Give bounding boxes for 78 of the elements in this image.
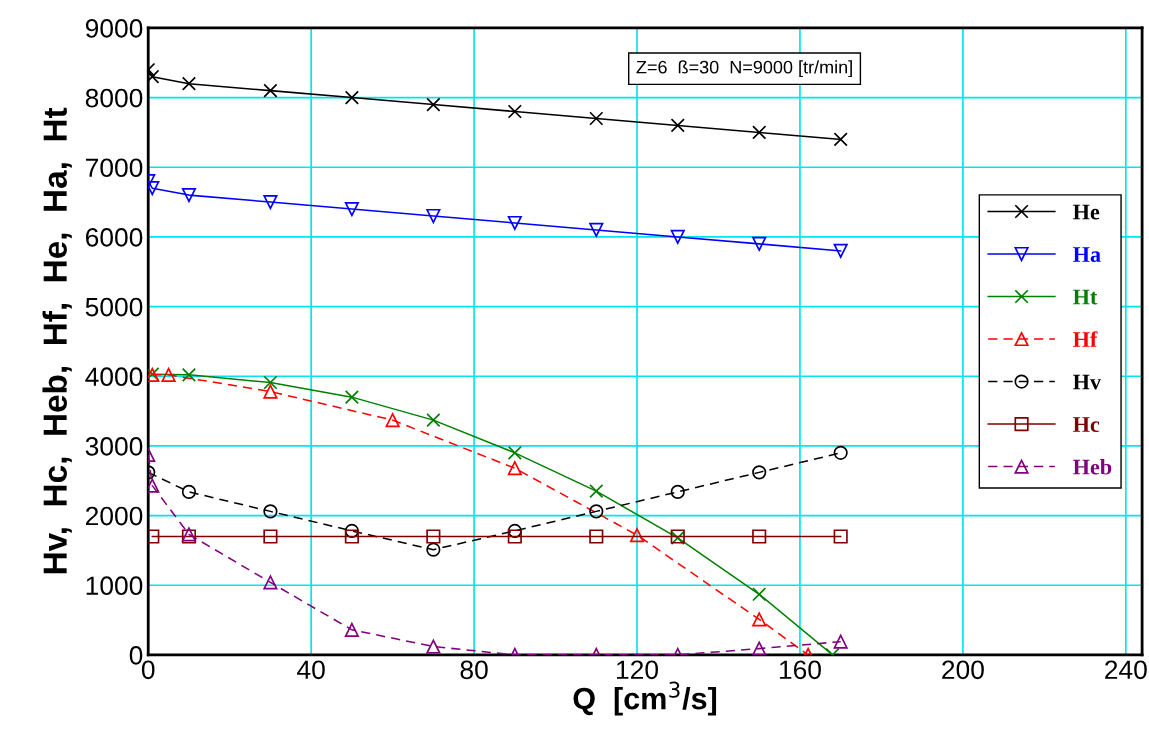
point (629, 527, 645, 543)
legend-label: Ha (1073, 247, 1101, 263)
y-tick-label: 4000 (85, 367, 143, 387)
point (344, 90, 359, 105)
point (833, 132, 848, 147)
y-tick-label: 7000 (86, 158, 143, 178)
y-axis-title: Hv, Hc, Heb, Hf, He, Ha, Ht (42, 107, 72, 574)
point (344, 390, 359, 405)
point (833, 243, 848, 258)
point (833, 445, 848, 460)
point (507, 461, 522, 476)
point (263, 194, 278, 210)
x-tick-label: 240 (1105, 660, 1147, 680)
point (181, 76, 197, 91)
y-tick-label: 2000 (85, 506, 143, 526)
point (385, 413, 400, 428)
y-tick-label: 8000 (85, 88, 143, 108)
point (589, 484, 604, 499)
point (426, 542, 441, 557)
point (426, 413, 441, 428)
point (752, 641, 767, 655)
point (507, 215, 522, 231)
legend-label: Hc (1073, 417, 1100, 433)
point (263, 83, 278, 98)
point (426, 97, 441, 112)
legend-label: Hf (1073, 331, 1098, 347)
x-tick-label: 80 (460, 660, 488, 680)
point (752, 465, 767, 480)
point (263, 504, 278, 519)
point (833, 634, 848, 649)
point (752, 587, 767, 602)
point (752, 236, 767, 251)
x-tick-label: 40 (297, 660, 325, 680)
point (263, 384, 278, 399)
point (426, 639, 441, 654)
x-tick-label: 120 (617, 660, 658, 680)
x-tick-label: 200 (942, 660, 984, 680)
legend-label: Heb (1073, 458, 1112, 475)
point (589, 529, 604, 544)
point (426, 208, 441, 224)
point (426, 529, 441, 544)
point (752, 612, 767, 627)
point (263, 529, 278, 544)
point (589, 504, 604, 519)
y-tick-label: 1000 (86, 576, 143, 596)
point (263, 575, 278, 590)
point (507, 529, 522, 544)
legend-label: He (1073, 204, 1100, 220)
point (670, 484, 685, 499)
legend-label: Ht (1073, 289, 1098, 305)
point (833, 529, 848, 544)
point (752, 529, 767, 544)
point (589, 111, 604, 126)
point (181, 188, 197, 203)
point (344, 622, 359, 637)
point (161, 367, 176, 382)
y-tick-label: 0 (129, 646, 143, 665)
y-tick-label: 5000 (85, 297, 143, 317)
point (507, 523, 522, 538)
point (589, 222, 604, 238)
point (263, 375, 278, 390)
legend-label: Hv (1073, 374, 1102, 390)
x-tick-label: 160 (779, 660, 821, 680)
point (752, 125, 767, 140)
y-tick-label: 9000 (85, 19, 143, 38)
point (344, 201, 359, 217)
annotation: Z=6 ß=30 N=9000 [tr/min] (636, 60, 852, 78)
y-tick-label: 3000 (85, 437, 143, 456)
point (670, 229, 685, 245)
point (344, 529, 359, 544)
y-tick-label: 6000 (86, 228, 143, 247)
point (344, 523, 359, 538)
x-axis-title: Q [cm$^{3}$/s] (573, 681, 717, 716)
point (181, 367, 197, 382)
point (507, 445, 522, 460)
point (181, 484, 197, 499)
point (507, 104, 522, 119)
point (670, 118, 685, 133)
